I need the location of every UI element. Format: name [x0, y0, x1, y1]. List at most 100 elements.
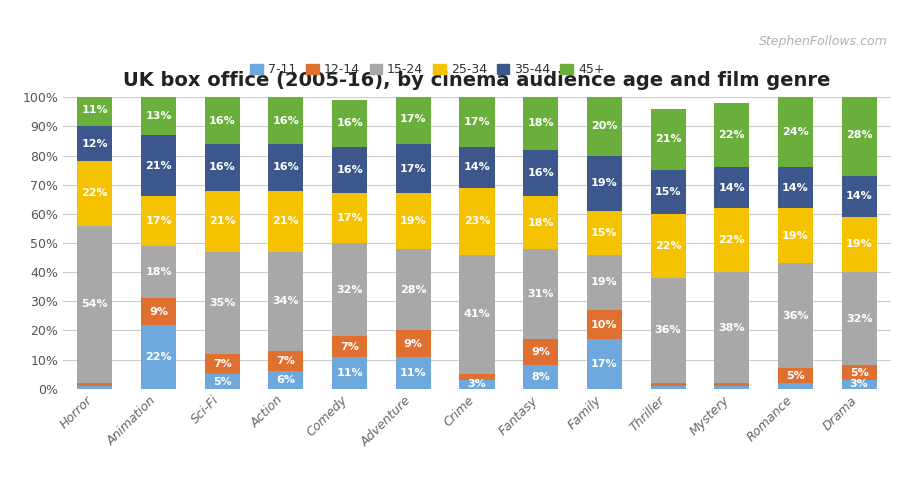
Text: 19%: 19%	[591, 178, 617, 188]
Bar	[396, 193, 431, 249]
Text: 32%: 32%	[337, 285, 363, 295]
Text: 36%: 36%	[655, 326, 681, 335]
Text: 16%: 16%	[209, 162, 236, 172]
Bar	[460, 374, 494, 380]
Bar	[587, 255, 622, 310]
Text: 19%: 19%	[782, 231, 809, 241]
Text: 14%: 14%	[782, 183, 809, 192]
Bar	[77, 94, 112, 126]
Bar	[268, 191, 303, 252]
Text: 9%: 9%	[404, 339, 423, 348]
Text: 17%: 17%	[464, 117, 490, 127]
Bar	[587, 339, 622, 389]
Bar	[715, 167, 750, 208]
Bar	[842, 365, 877, 380]
Text: 17%: 17%	[145, 216, 172, 226]
Bar	[332, 147, 367, 193]
Bar	[778, 368, 813, 383]
Bar	[460, 255, 494, 374]
Text: 35%: 35%	[209, 298, 236, 308]
Bar	[332, 357, 367, 389]
Text: 17%: 17%	[591, 359, 617, 369]
Bar	[332, 336, 367, 357]
Bar	[204, 374, 239, 389]
Bar	[523, 249, 558, 339]
Bar	[396, 94, 431, 144]
Text: StephenFollows.com: StephenFollows.com	[759, 35, 888, 48]
Text: 13%: 13%	[145, 111, 172, 121]
Text: 21%: 21%	[209, 216, 236, 226]
Bar	[715, 103, 750, 167]
Bar	[523, 196, 558, 249]
Title: UK box office (2005-16), by cinema audience age and film genre: UK box office (2005-16), by cinema audie…	[123, 71, 831, 90]
Text: 3%: 3%	[850, 380, 868, 389]
Bar	[651, 170, 686, 214]
Bar	[332, 193, 367, 243]
Text: 24%: 24%	[782, 127, 809, 137]
Bar	[141, 325, 176, 389]
Bar	[77, 226, 112, 383]
Bar	[587, 97, 622, 156]
Bar	[204, 144, 239, 191]
Text: 15%: 15%	[655, 187, 681, 197]
Bar	[651, 214, 686, 278]
Text: 14%: 14%	[464, 162, 490, 172]
Bar	[268, 252, 303, 351]
Bar	[141, 135, 176, 196]
Text: 16%: 16%	[337, 119, 363, 128]
Text: 9%: 9%	[149, 307, 168, 316]
Text: 7%: 7%	[276, 356, 295, 366]
Bar	[842, 217, 877, 272]
Text: 10%: 10%	[591, 320, 617, 330]
Bar	[587, 156, 622, 211]
Bar	[460, 380, 494, 389]
Bar	[77, 383, 112, 386]
Text: 16%: 16%	[273, 116, 300, 125]
Text: 28%: 28%	[400, 285, 427, 295]
Bar	[460, 188, 494, 255]
Bar	[268, 144, 303, 191]
Text: 18%: 18%	[145, 267, 172, 277]
Bar	[396, 330, 431, 357]
Text: 34%: 34%	[273, 296, 299, 306]
Text: 22%: 22%	[655, 241, 681, 251]
Text: 22%: 22%	[718, 130, 745, 140]
Bar	[842, 272, 877, 365]
Bar	[523, 97, 558, 150]
Bar	[77, 126, 112, 161]
Bar	[842, 94, 877, 176]
Bar	[651, 386, 686, 389]
Bar	[523, 365, 558, 389]
Text: 11%: 11%	[337, 368, 363, 378]
Text: 16%: 16%	[273, 162, 300, 172]
Text: 54%: 54%	[82, 299, 108, 309]
Text: 18%: 18%	[527, 218, 554, 227]
Bar	[778, 263, 813, 368]
Bar	[587, 310, 622, 339]
Text: 16%: 16%	[209, 116, 236, 125]
Text: 28%: 28%	[846, 130, 872, 140]
Bar	[77, 386, 112, 389]
Bar	[396, 144, 431, 193]
Bar	[77, 161, 112, 226]
Text: 23%: 23%	[464, 216, 490, 226]
Text: 8%: 8%	[531, 372, 550, 382]
Legend: 7-11, 12-14, 15-24, 25-34, 35-44, 45+: 7-11, 12-14, 15-24, 25-34, 35-44, 45+	[246, 58, 609, 81]
Text: 9%: 9%	[531, 347, 550, 357]
Text: 19%: 19%	[591, 278, 617, 287]
Text: 11%: 11%	[82, 105, 108, 115]
Bar	[141, 97, 176, 135]
Bar	[715, 272, 750, 383]
Text: 31%: 31%	[527, 289, 554, 299]
Bar	[141, 298, 176, 325]
Bar	[460, 97, 494, 147]
Text: 7%: 7%	[340, 342, 359, 351]
Bar	[778, 383, 813, 389]
Bar	[204, 252, 239, 354]
Bar	[778, 97, 813, 167]
Text: 20%: 20%	[591, 122, 617, 131]
Bar	[715, 386, 750, 389]
Text: 21%: 21%	[655, 135, 681, 144]
Text: 22%: 22%	[82, 189, 108, 198]
Text: 5%: 5%	[786, 371, 805, 381]
